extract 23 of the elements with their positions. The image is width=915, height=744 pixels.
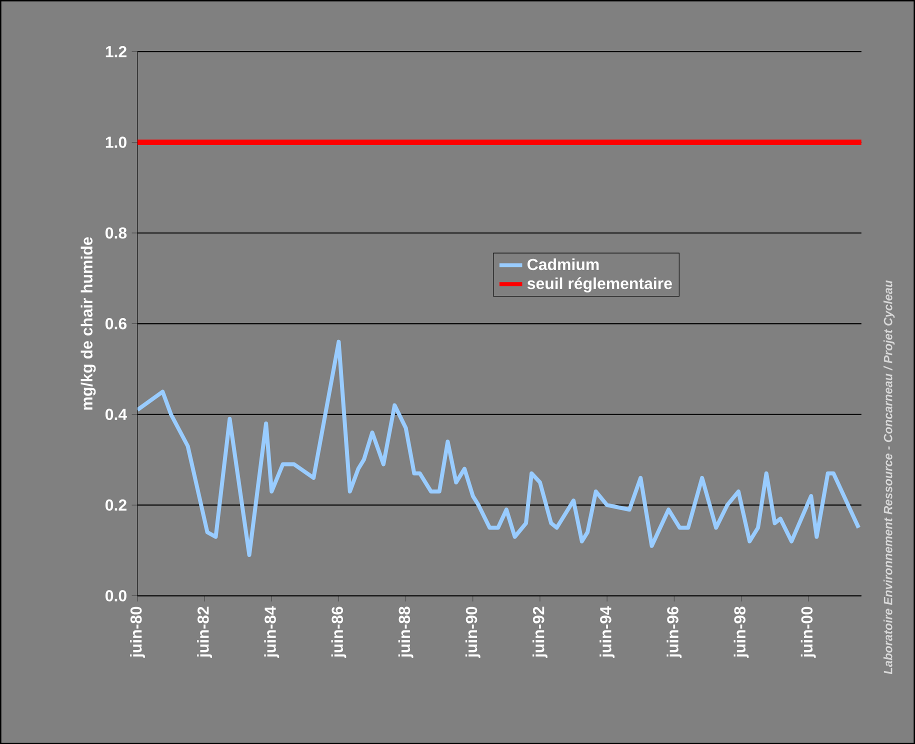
x-tick-label: juin-94 xyxy=(600,606,615,658)
legend-label: Cadmium xyxy=(528,258,599,270)
y-tick-label: 0.4 xyxy=(106,408,128,420)
x-tick-label: juin-88 xyxy=(398,606,414,658)
y-tick-label: 1.2 xyxy=(106,46,126,58)
legend-label: seuil réglementaire xyxy=(527,277,672,292)
x-tick-label: juin-90 xyxy=(465,606,480,658)
x-tick-label: juin-86 xyxy=(331,606,346,658)
x-tick-label: juin-00 xyxy=(800,606,816,658)
x-tick-label: juin-98 xyxy=(734,606,749,658)
x-tick-label: juin-80 xyxy=(130,606,145,658)
text: Laboratoire Environnement Ressource - Concarneau / Projet Cycleau xyxy=(883,280,895,674)
y-axis-title: mg/kg de chair humide xyxy=(80,237,96,410)
x-tick-label: juin-82 xyxy=(197,606,212,658)
x-tick-label: juin-92 xyxy=(532,606,548,658)
y-tick-label: 0.8 xyxy=(106,227,127,239)
y-tick-label: 0.2 xyxy=(106,499,126,511)
y-tick-label: 1.0 xyxy=(106,136,126,148)
y-tick-label: 0.0 xyxy=(106,590,126,602)
x-tick-label: juin-96 xyxy=(666,606,682,658)
x-tick-label: juin-84 xyxy=(264,606,280,658)
line-series xyxy=(137,340,861,557)
y-tick-label: 0.6 xyxy=(106,318,127,330)
